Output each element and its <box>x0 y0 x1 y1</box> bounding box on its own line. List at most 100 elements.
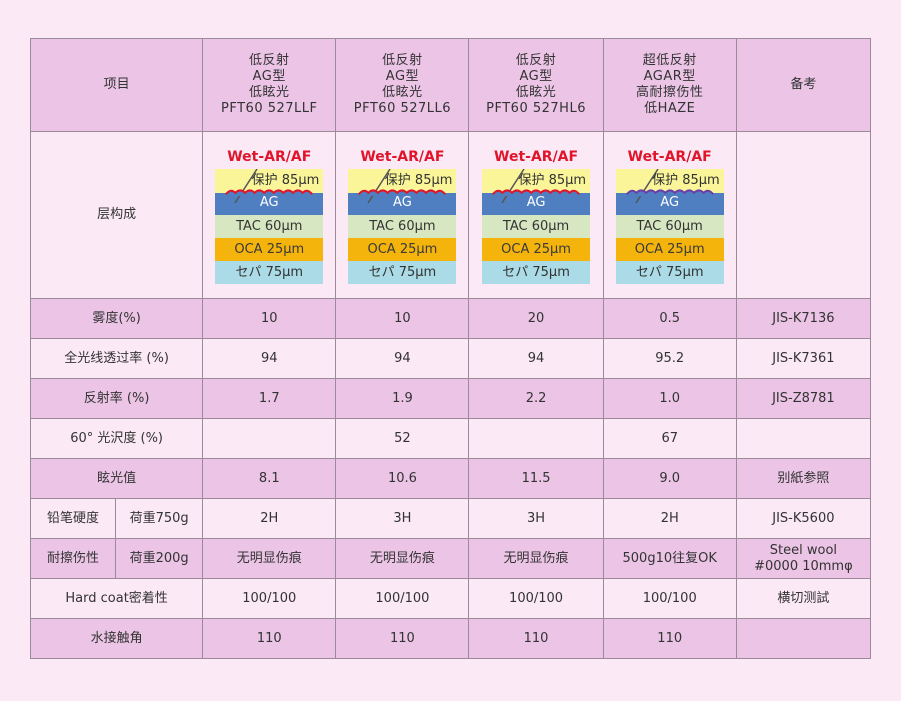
row-value: 110 <box>602 618 737 659</box>
separator-layer: セパ 75μm <box>215 260 324 284</box>
oca-layer: OCA 25μm <box>615 237 724 261</box>
header-line: 低反射 <box>515 53 557 68</box>
protect-layer: 保护 85μm <box>215 168 324 203</box>
row-value: 95.2 <box>602 338 737 379</box>
layer-stack: Wet-AR/AF 保护 85μm AG TAC 60μm OCA 25μm セ… <box>615 147 724 284</box>
structure-cell: Wet-AR/AF 保护 85μm AG TAC 60μm OCA 25μm セ… <box>602 131 737 299</box>
row-value: 0.5 <box>602 298 737 339</box>
tac-layer: TAC 60μm <box>348 214 457 238</box>
protect-layer: 保护 85μm <box>348 168 457 203</box>
row-remark: JIS-Z8781 <box>735 378 872 419</box>
row-remark: JIS-K5600 <box>735 498 872 539</box>
row-value: 无明显伤痕 <box>335 538 470 579</box>
header-line: 低眩光 <box>382 85 423 100</box>
row-remark <box>735 418 872 459</box>
separator-layer: セパ 75μm <box>348 260 457 284</box>
row-value: 100/100 <box>602 578 737 619</box>
row-value <box>202 418 337 459</box>
row-value: 3H <box>335 498 470 539</box>
row-value <box>468 418 604 459</box>
row-value: 110 <box>335 618 470 659</box>
header-product-3: 低反射 AG型 低眩光 PFT60 527HL6 <box>468 38 604 132</box>
row-value: 无明显伤痕 <box>202 538 337 579</box>
row-label: 耐擦伤性 <box>29 538 117 579</box>
row-value: 1.7 <box>202 378 337 419</box>
header-line: 高耐擦伤性 <box>635 85 704 100</box>
row-value: 10 <box>202 298 337 339</box>
header-line: AG型 <box>252 69 286 84</box>
structure-remark <box>735 131 872 299</box>
remark-line: Steel wool <box>769 542 838 558</box>
coating-wave-icon <box>358 188 447 196</box>
row-sublabel: 荷重200g <box>115 538 204 579</box>
header-line: AGAR型 <box>643 69 696 84</box>
oca-layer: OCA 25μm <box>348 237 457 261</box>
header-product-2: 低反射 AG型 低眩光 PFT60 527LL6 <box>335 38 470 132</box>
ag-layer: AG <box>348 192 457 215</box>
coating-pointer-icon <box>367 168 392 203</box>
protect-layer: 保护 85μm <box>482 168 591 203</box>
coating-pointer-icon <box>234 168 258 203</box>
header-line: 低眩光 <box>515 85 557 100</box>
header-item: 项目 <box>29 38 204 132</box>
header-line: PFT60 527HL6 <box>486 101 586 116</box>
separator-layer: セパ 75μm <box>615 260 724 284</box>
header-product-1: 低反射 AG型 低眩光 PFT60 527LLF <box>202 38 337 132</box>
oca-layer: OCA 25μm <box>482 237 591 261</box>
row-value: 94 <box>202 338 337 379</box>
table-row: 水接触角 110 110 110 110 <box>29 618 872 659</box>
layer-stack: Wet-AR/AF 保护 85μm AG TAC 60μm OCA 25μm セ… <box>215 147 324 284</box>
structure-cell: Wet-AR/AF 保护 85μm AG TAC 60μm OCA 25μm セ… <box>335 131 470 299</box>
row-remark <box>735 618 872 659</box>
table-row: 雾度(%) 10 10 20 0.5 JIS-K7136 <box>29 298 872 339</box>
table-row: 60° 光沢度 (%) 52 67 <box>29 418 872 459</box>
row-value: 100/100 <box>335 578 470 619</box>
row-value: 52 <box>335 418 470 459</box>
table-row: 眩光值 8.1 10.6 11.5 9.0 别紙参照 <box>29 458 872 499</box>
row-value: 100/100 <box>202 578 337 619</box>
row-value: 500g10往复OK <box>602 538 737 579</box>
header-line: 超低反射 <box>642 53 697 68</box>
layer-stack: Wet-AR/AF 保护 85μm AG TAC 60μm OCA 25μm セ… <box>482 147 591 284</box>
header-line: PFT60 527LL6 <box>353 101 452 116</box>
remark-line: #0000 10mmφ <box>754 558 853 574</box>
tac-layer: TAC 60μm <box>482 214 591 238</box>
row-value: 9.0 <box>602 458 737 499</box>
row-label: 全光线透过率 (%) <box>29 338 204 379</box>
header-line: 低反射 <box>249 53 290 68</box>
row-label: 铅笔硬度 <box>29 498 117 539</box>
row-value: 11.5 <box>468 458 604 499</box>
row-value: 3H <box>468 498 604 539</box>
table-row: Hard coat密着性 100/100 100/100 100/100 100/100… <box>29 578 872 619</box>
coating-wave-icon <box>492 188 581 196</box>
row-value: 10.6 <box>335 458 470 499</box>
row-label: 60° 光沢度 (%) <box>29 418 204 459</box>
coating-pointer-icon <box>501 168 525 203</box>
protect-layer: 保护 85μm <box>615 168 724 203</box>
ag-layer: AG <box>215 192 324 215</box>
header-product-4: 超低反射 AGAR型 高耐擦伤性 低HAZE <box>602 38 737 132</box>
row-value: 100/100 <box>468 578 604 619</box>
row-sublabel: 荷重750g <box>115 498 204 539</box>
protect-layer-label: 保护 85μm <box>652 172 720 188</box>
protect-layer-label: 保护 85μm <box>384 172 453 188</box>
structure-cell: Wet-AR/AF 保护 85μm AG TAC 60μm OCA 25μm セ… <box>468 131 604 299</box>
protect-layer-label: 保护 85μm <box>518 172 587 188</box>
row-value: 无明显伤痕 <box>468 538 604 579</box>
row-remark: JIS-K7136 <box>735 298 872 339</box>
spec-table: 项目 低反射 AG型 低眩光 PFT60 527LLF 低反射 AG型 低眩光 … <box>29 38 872 659</box>
structure-row: 层构成 Wet-AR/AF 保护 85μm AG TAC 60μm OCA 25… <box>29 131 872 299</box>
row-label: 眩光值 <box>29 458 204 499</box>
header-line: 低HAZE <box>644 101 696 116</box>
row-remark: Steel wool #0000 10mmφ <box>735 538 872 579</box>
row-value: 67 <box>602 418 737 459</box>
row-remark: JIS-K7361 <box>735 338 872 379</box>
header-remark: 备考 <box>735 38 872 132</box>
header-line: PFT60 527LLF <box>221 101 318 116</box>
coating-wave-icon <box>225 188 314 196</box>
row-label: Hard coat密着性 <box>29 578 204 619</box>
protect-layer-label: 保护 85μm <box>251 172 320 188</box>
wet-ar-af-label: Wet-AR/AF <box>227 148 312 165</box>
row-value: 2.2 <box>468 378 604 419</box>
row-label: 反射率 (%) <box>29 378 204 419</box>
